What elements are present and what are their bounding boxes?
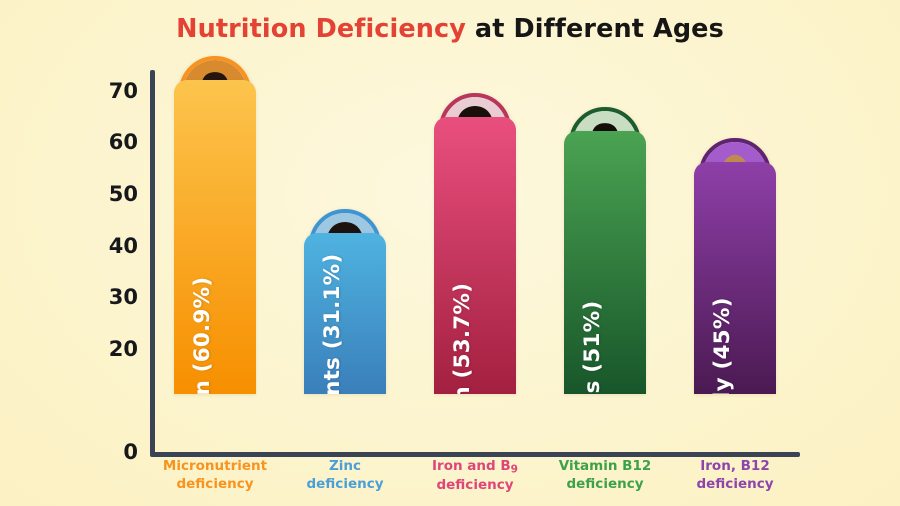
y-axis-tick-labels: 70 60 50 40 30 20 0 — [86, 0, 138, 506]
y-tick-label: 30 — [108, 285, 138, 310]
x-category-line1: Iron, B12 — [700, 458, 770, 474]
y-tick-label: 20 — [108, 336, 138, 361]
x-axis-line — [150, 452, 800, 457]
chart-title-accent: Nutrition Deficiency — [176, 14, 466, 44]
x-axis-category-labels: Micronutrient deficiency Zinc deficiency Iro… — [150, 458, 800, 506]
bar-value-label: Children (60.9%) — [190, 276, 215, 394]
y-tick-label: 0 — [123, 440, 138, 464]
x-category-line2: deficiency — [696, 475, 774, 492]
bar-group[interactable]: Children (60.9%) — [174, 55, 256, 454]
bar-group[interactable]: Elderly (45%) — [694, 137, 776, 454]
bar-adults[interactable]: Adults (51%) — [564, 130, 646, 394]
bar-group[interactable]: Women (53.7%) — [434, 92, 516, 454]
bar-children[interactable]: Children (60.9%) — [174, 79, 256, 394]
bar-group[interactable]: Adults (51%) — [564, 106, 646, 454]
x-category-line1: Iron and B9 — [432, 458, 518, 476]
x-category-line2: deficiency — [436, 477, 514, 494]
x-category-label: Iron and B9 deficiency — [400, 458, 550, 495]
y-tick-label: 60 — [108, 130, 138, 155]
bar-group[interactable]: Adolescents (31.1%) — [304, 209, 386, 454]
x-category-label: Vitamin B12 deficiency — [530, 458, 680, 494]
bar-elderly[interactable]: Elderly (45%) — [694, 161, 776, 394]
bar-series: Children (60.9%) Adolescents (31.1%) Wom… — [150, 0, 800, 506]
y-tick-label: 40 — [108, 233, 138, 258]
x-category-label: Zinc deficiency — [270, 458, 420, 494]
y-tick-label: 70 — [108, 78, 138, 103]
chart-title-rest: at Different Ages — [465, 14, 724, 44]
bar-women[interactable]: Women (53.7%) — [434, 116, 516, 394]
y-tick-label: 50 — [108, 181, 138, 206]
bar-adolescents[interactable]: Adolescents (31.1%) — [304, 233, 386, 394]
x-category-line1: Micronutrient — [162, 458, 268, 474]
y-axis-line — [150, 70, 155, 455]
x-category-line1: Zinc — [328, 458, 362, 474]
x-category-line2: deficiency — [566, 475, 644, 492]
chart-title: Nutrition Deficiency at Different Ages — [0, 14, 900, 44]
x-category-line2: deficiency — [176, 475, 254, 492]
bar-value-label: Elderly (45%) — [710, 297, 735, 394]
x-category-label: Iron, B12 deficiency — [660, 458, 810, 494]
x-category-label: Micronutrient deficiency — [140, 458, 290, 494]
x-category-line1: Vitamin B12 — [558, 458, 652, 474]
bar-value-label: Adolescents (31.1%) — [320, 253, 345, 394]
x-category-line2: deficiency — [306, 475, 384, 492]
bar-value-label: Adults (51%) — [580, 300, 605, 394]
bar-value-label: Women (53.7%) — [450, 282, 475, 394]
